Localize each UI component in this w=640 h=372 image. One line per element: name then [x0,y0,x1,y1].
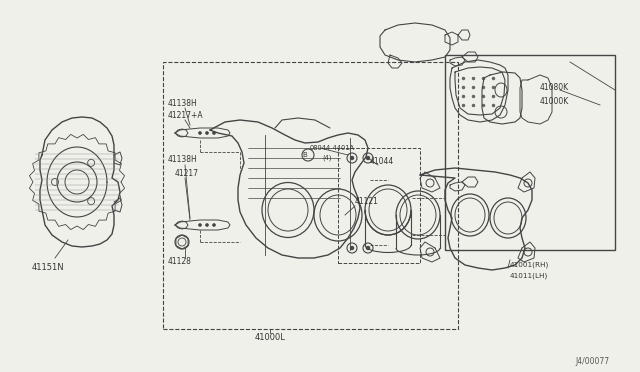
Text: 41138H: 41138H [168,155,198,164]
Text: 41128: 41128 [168,257,192,266]
Text: 41217: 41217 [175,169,199,177]
Text: 41000L: 41000L [255,333,285,341]
Circle shape [366,246,370,250]
Text: 41044: 41044 [370,157,394,167]
Text: 41080K: 41080K [540,83,569,93]
Text: 41151N: 41151N [32,263,65,273]
Text: 41121: 41121 [355,198,379,206]
Text: J4/00077: J4/00077 [575,357,609,366]
Text: 41011(LH): 41011(LH) [510,273,548,279]
Bar [163,62,458,329]
Text: (4): (4) [322,155,332,161]
Circle shape [198,131,202,135]
Circle shape [205,131,209,135]
Circle shape [205,224,209,227]
Text: 41000K: 41000K [540,97,569,106]
Circle shape [212,224,216,227]
Circle shape [350,246,354,250]
Text: 41138H: 41138H [168,99,198,108]
Bar [445,55,615,250]
Circle shape [366,156,370,160]
Circle shape [198,224,202,227]
Text: 08044-4401A: 08044-4401A [310,145,355,151]
Circle shape [350,156,354,160]
Text: 41001(RH): 41001(RH) [510,262,549,268]
Text: 41217+A: 41217+A [168,112,204,121]
Text: B: B [303,152,307,158]
Bar [338,148,420,263]
Circle shape [212,131,216,135]
